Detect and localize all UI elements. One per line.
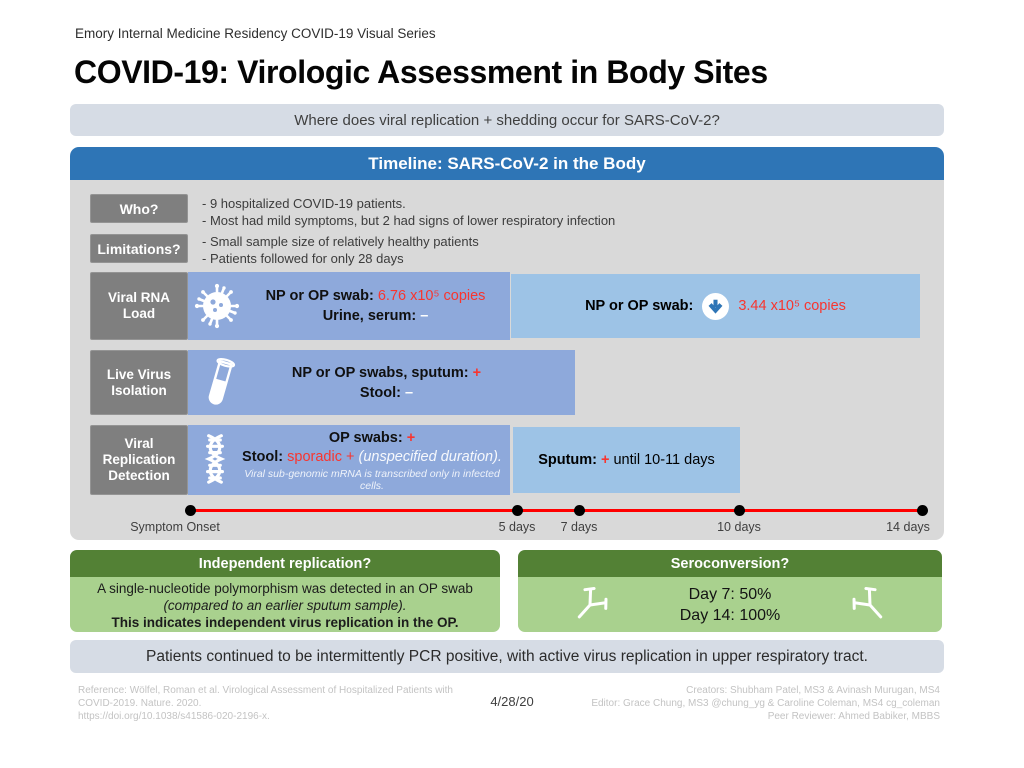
axis-dot-10-days — [733, 505, 745, 516]
seroconversion-text: Day 7: 50% Day 14: 100% — [680, 584, 781, 626]
axis-label-14-days: 14 days — [886, 520, 930, 534]
repl-stool-label: Stool: — [242, 448, 284, 465]
conclusion-bar: Patients continued to be intermittently … — [70, 640, 944, 673]
sputum-text: until 10-11 days — [613, 452, 715, 468]
limitations-chip-label: Limitations? — [97, 240, 181, 257]
axis-label-5-days: 5 days — [498, 520, 536, 534]
seroconversion-box: Seroconversion? Day 7: 50% Day 14: 100% — [518, 550, 942, 632]
test-tube-icon — [202, 354, 238, 412]
sputum-label: Sputum: — [538, 452, 598, 468]
seroconversion-day14: Day 14: 100% — [679, 606, 781, 624]
independent-replication-title: Independent replication? — [198, 555, 372, 572]
dna-helix-icon — [196, 432, 234, 488]
antibody-icon — [562, 576, 618, 632]
credit-line: Peer Reviewer: Ahmed Babiker, MBBS — [767, 711, 940, 722]
axis-dot-symptom-onset — [184, 505, 196, 516]
who-notes: - 9 hospitalized COVID-19 patients. - Mo… — [202, 196, 615, 229]
axis-label-symptom-onset: Symptom Onset — [130, 520, 220, 534]
sputum-plus: + — [601, 452, 610, 468]
limitations-notes: - Small sample size of relatively health… — [202, 234, 479, 267]
reference-line: https://doi.org/10.1038/s41586-020-2196-… — [78, 711, 270, 722]
axis-dot-14-days — [916, 505, 928, 516]
rna-early-swab-label: NP or OP swab: — [265, 288, 374, 304]
rna-early-urine-label: Urine, serum: — [322, 308, 417, 324]
viral-rna-load-label: Viral RNA Load — [107, 290, 171, 321]
rna-late-swab-label: NP or OP swab: — [585, 298, 694, 314]
rna-early-urine-value: – — [420, 308, 429, 324]
question-bar: Where does viral replication + shedding … — [70, 104, 944, 136]
independent-replication-header: Independent replication? — [70, 550, 500, 577]
timeline-title: Timeline: SARS-CoV-2 in the Body — [368, 153, 646, 173]
independent-replication-line: This indicates independent virus replica… — [111, 615, 459, 630]
seroconversion-title: Seroconversion? — [670, 555, 790, 572]
live-swab-label: NP or OP swabs, sputum: — [291, 364, 469, 381]
reference-line: COVID-2019. Nature. 2020. — [78, 698, 202, 709]
who-note-line: - Most had mild symptoms, but 2 had sign… — [202, 212, 616, 228]
viral-rna-load-chip: Viral RNA Load — [90, 272, 188, 340]
footer-reference: Reference: Wölfel, Roman et al. Virologi… — [78, 684, 453, 723]
limitations-note-line: - Patients followed for only 28 days — [202, 250, 404, 266]
seroconversion-day7: Day 7: 50% — [688, 585, 772, 603]
series-label: Emory Internal Medicine Residency COVID-… — [75, 26, 436, 41]
viral-replication-chip: Viral Replication Detection — [90, 425, 188, 495]
repl-op-label: OP swabs: — [328, 429, 403, 446]
live-virus-isolation-chip: Live Virus Isolation — [90, 350, 188, 415]
axis-label-10-days: 10 days — [717, 520, 761, 534]
independent-replication-box: Independent replication? A single-nucleo… — [70, 550, 500, 632]
seroconversion-body: Day 7: 50% Day 14: 100% — [518, 577, 942, 632]
live-stool-label: Stool: — [359, 384, 401, 401]
page-title: COVID-19: Virologic Assessment in Body S… — [74, 54, 768, 90]
live-virus-segment: NP or OP swabs, sputum: + Stool: – — [188, 350, 575, 415]
live-virus-isolation-label: Live Virus Isolation — [106, 366, 172, 398]
axis-dot-5-days — [511, 505, 523, 516]
credit-line: Creators: Shubham Patel, MS3 & Avinash M… — [686, 685, 940, 696]
who-chip-label: Who? — [119, 200, 159, 217]
axis-dot-7-days — [573, 505, 585, 516]
seroconversion-header: Seroconversion? — [518, 550, 942, 577]
viral-rna-early-text: NP or OP swab: 6.76 x10⁵ copies Urine, s… — [241, 284, 510, 328]
who-chip: Who? — [90, 194, 188, 223]
viral-replication-text: OP swabs: + Stool: sporadic + (unspecifi… — [234, 429, 510, 492]
repl-stool-value: sporadic + — [287, 448, 355, 465]
conclusion-text: Patients continued to be intermittently … — [146, 647, 868, 665]
down-arrow-icon — [702, 292, 730, 320]
footer-date: 4/28/20 — [490, 694, 534, 709]
independent-replication-body: A single-nucleotide polymorphism was det… — [70, 577, 500, 632]
repl-stool-note: (unspecified duration). — [358, 448, 502, 465]
sputum-segment: Sputum: + until 10-11 days — [513, 427, 740, 493]
rna-late-swab-value: 3.44 x10⁵ copies — [738, 298, 846, 314]
limitations-note-line: - Small sample size of relatively health… — [202, 234, 479, 249]
viral-rna-early-segment: NP or OP swab: 6.76 x10⁵ copies Urine, s… — [188, 272, 510, 340]
repl-footnote: Viral sub-genomic mRNA is transcribed on… — [244, 467, 500, 492]
virus-icon — [193, 282, 241, 330]
credit-line: Editor: Grace Chung, MS3 @chung_yg & Car… — [591, 698, 940, 709]
repl-op-value: + — [406, 429, 416, 446]
footer-credits: Creators: Shubham Patel, MS3 & Avinash M… — [554, 684, 940, 723]
independent-replication-line: A single-nucleotide polymorphism was det… — [97, 581, 473, 596]
viral-replication-label: Viral Replication Detection — [102, 436, 176, 483]
viral-replication-segment: OP swabs: + Stool: sporadic + (unspecifi… — [188, 425, 510, 495]
live-stool-value: – — [405, 384, 414, 401]
reference-line: Reference: Wölfel, Roman et al. Virologi… — [78, 685, 453, 696]
timeline-axis-line — [190, 509, 922, 512]
timeline-panel-header: Timeline: SARS-CoV-2 in the Body — [70, 147, 944, 180]
who-note-line: - 9 hospitalized COVID-19 patients. — [202, 196, 406, 211]
axis-label-7-days: 7 days — [560, 520, 598, 534]
live-virus-text: NP or OP swabs, sputum: + Stool: – — [238, 361, 535, 405]
antibody-icon — [842, 576, 898, 632]
rna-early-swab-value: 6.76 x10⁵ copies — [377, 288, 486, 304]
independent-replication-line: (compared to an earlier sputum sample). — [163, 598, 407, 613]
live-swab-value: + — [472, 364, 482, 381]
question-text: Where does viral replication + shedding … — [294, 111, 720, 129]
viral-rna-late-segment: NP or OP swab: 3.44 x10⁵ copies — [511, 274, 920, 338]
limitations-chip: Limitations? — [90, 234, 188, 263]
